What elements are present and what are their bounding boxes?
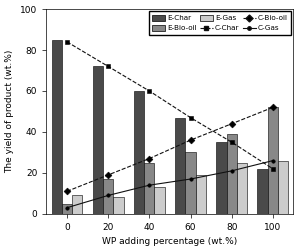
X-axis label: WP adding percentage (wt.%): WP adding percentage (wt.%): [102, 237, 237, 246]
Bar: [237, 163, 247, 214]
Bar: [144, 163, 155, 214]
Bar: [113, 198, 123, 214]
Bar: [103, 179, 113, 214]
Bar: [257, 169, 268, 214]
Y-axis label: The yield of product (wt.%): The yield of product (wt.%): [6, 50, 15, 173]
Bar: [72, 196, 83, 214]
Bar: [155, 187, 165, 214]
Bar: [216, 142, 227, 214]
Bar: [185, 152, 196, 214]
Bar: [278, 161, 288, 214]
Bar: [175, 118, 185, 214]
Bar: [134, 91, 144, 214]
Legend: E-Char, E-Bio-oil, E-Gas, C-Char, C-Bio-oil, C-Gas: E-Char, E-Bio-oil, E-Gas, C-Char, C-Bio-…: [149, 11, 291, 35]
Bar: [62, 204, 72, 214]
Bar: [268, 107, 278, 214]
Bar: [51, 40, 62, 214]
Bar: [227, 134, 237, 214]
Bar: [93, 66, 103, 214]
Bar: [196, 175, 206, 214]
